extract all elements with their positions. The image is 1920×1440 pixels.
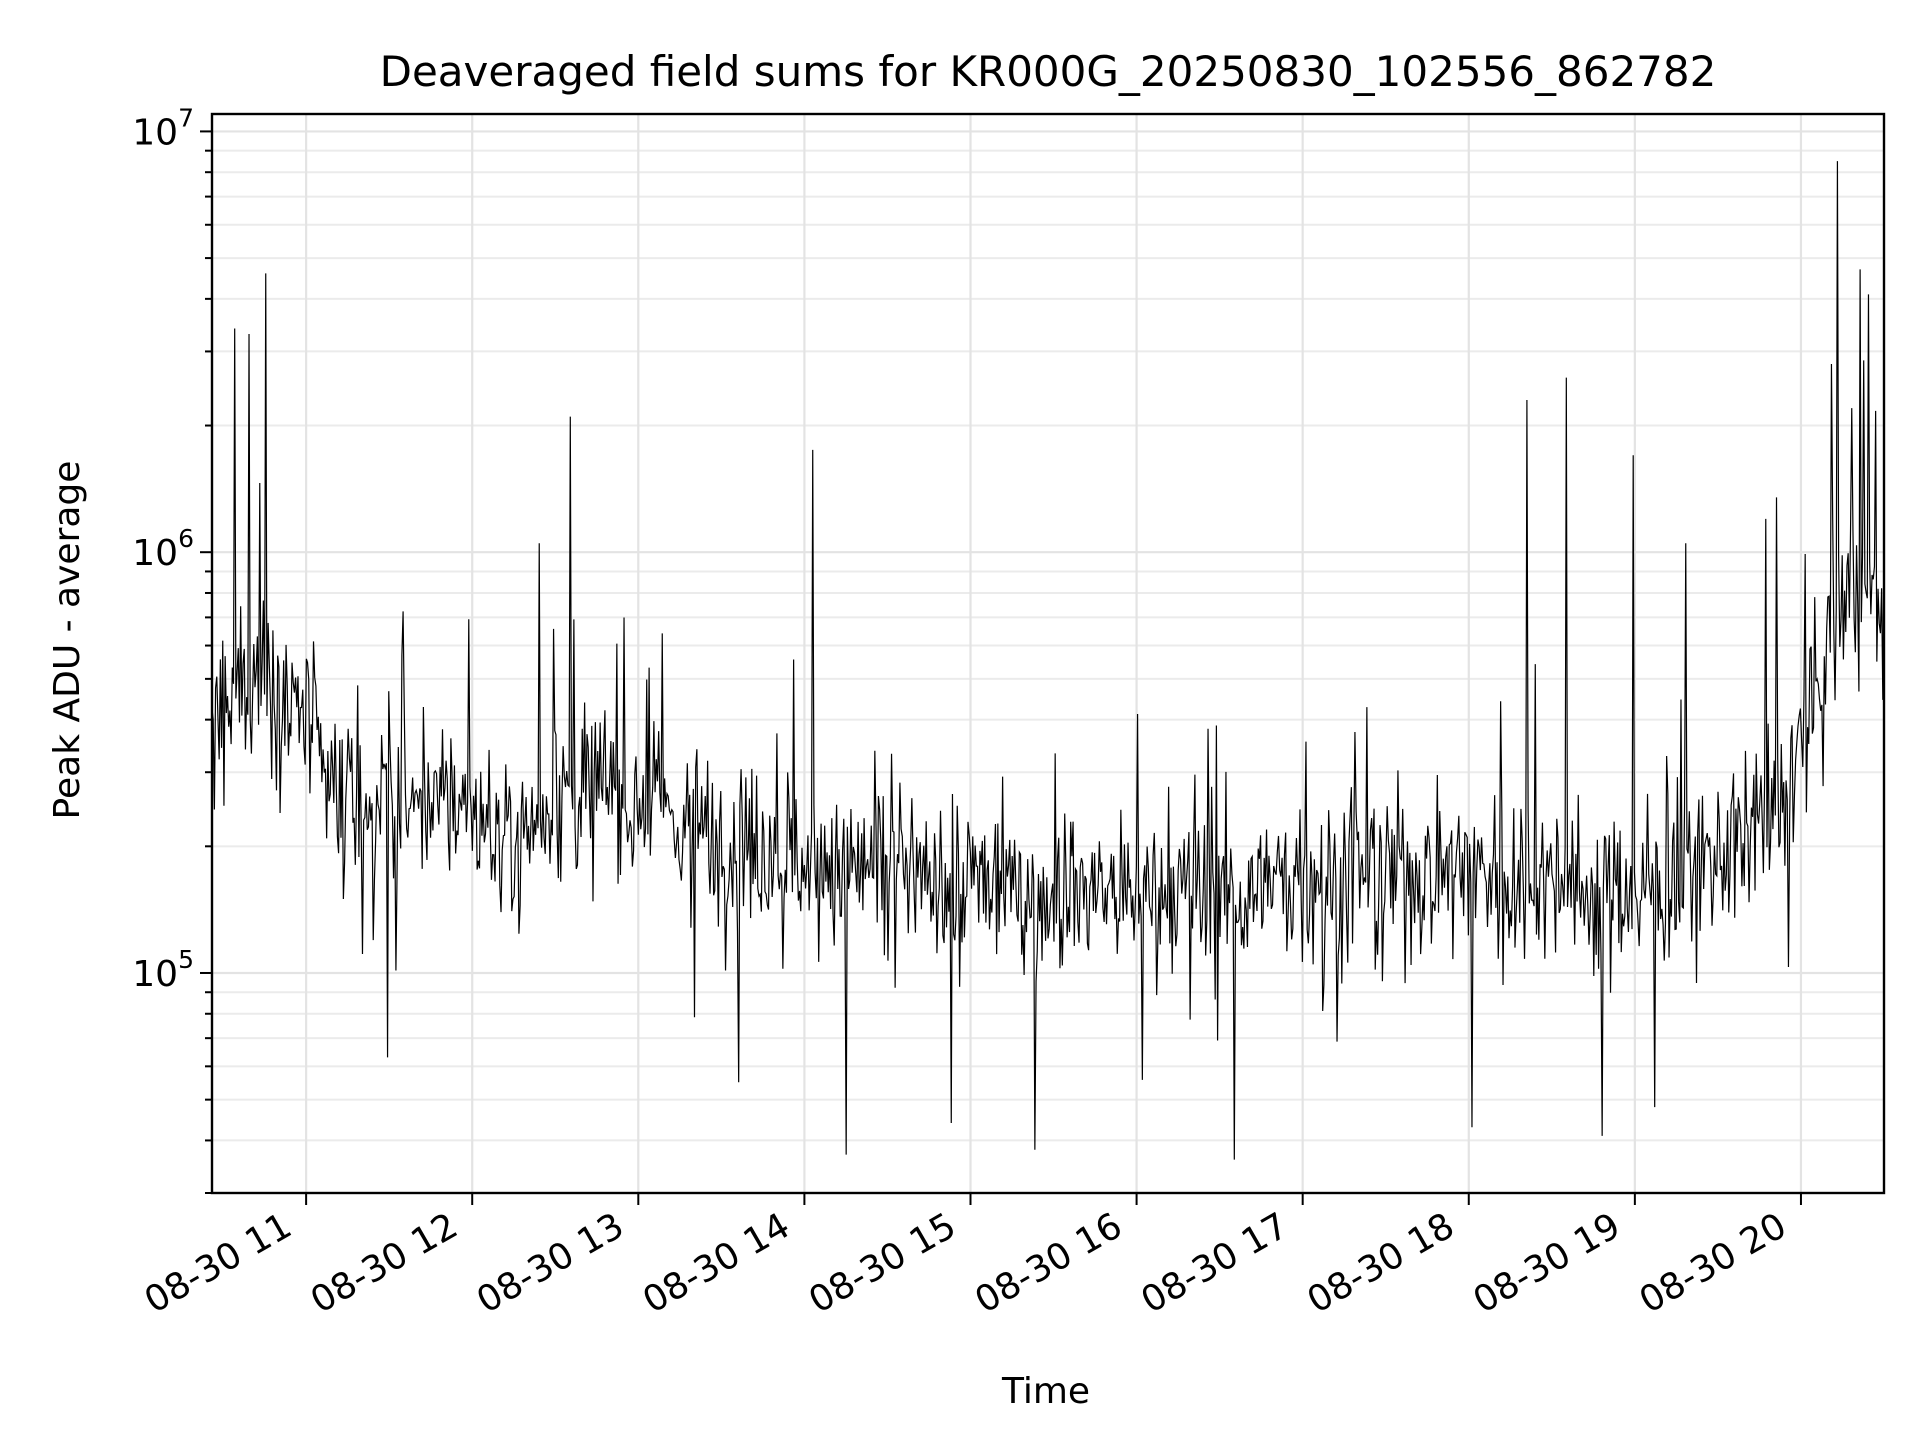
y-tick-label: 107 xyxy=(132,103,194,153)
minor-gridlines xyxy=(205,149,1884,1194)
y-tick-label: 105 xyxy=(132,945,194,995)
x-tick-label: 08-30 11 xyxy=(138,1205,299,1321)
x-tick-label: 08-30 12 xyxy=(304,1205,465,1321)
y-tick-base: 10 xyxy=(132,954,178,995)
major-gridlines xyxy=(212,114,1884,1193)
series-line xyxy=(211,161,1885,1160)
x-tick-label: 08-30 13 xyxy=(470,1205,631,1321)
y-tick-label: 106 xyxy=(132,524,194,574)
y-tick-exponent: 6 xyxy=(178,524,194,553)
x-axis-label: Time xyxy=(1001,1371,1090,1412)
x-tick-label: 08-30 19 xyxy=(1467,1205,1628,1321)
x-tick-label: 08-30 16 xyxy=(968,1205,1129,1321)
chart-title: Deaveraged field sums for KR000G_2025083… xyxy=(380,47,1717,96)
x-tick-label: 08-30 17 xyxy=(1135,1205,1296,1321)
plot-frame xyxy=(210,112,1886,1195)
series-group xyxy=(211,161,1885,1160)
x-tick-label: 08-30 20 xyxy=(1633,1205,1794,1321)
x-axis-ticks: 08-30 11 08-30 12 08-30 13 08-30 14 08-30 15… xyxy=(138,1193,1802,1322)
y-tick-exponent: 7 xyxy=(178,103,194,132)
x-tick-label: 08-30 14 xyxy=(636,1205,797,1321)
x-tick-label: 08-30 15 xyxy=(802,1205,963,1321)
y-tick-exponent: 5 xyxy=(178,945,194,974)
y-axis-label: Peak ADU - average xyxy=(47,461,88,820)
y-tick-base: 10 xyxy=(132,533,178,574)
x-tick-label: 08-30 18 xyxy=(1301,1205,1462,1321)
y-tick-base: 10 xyxy=(132,112,178,153)
